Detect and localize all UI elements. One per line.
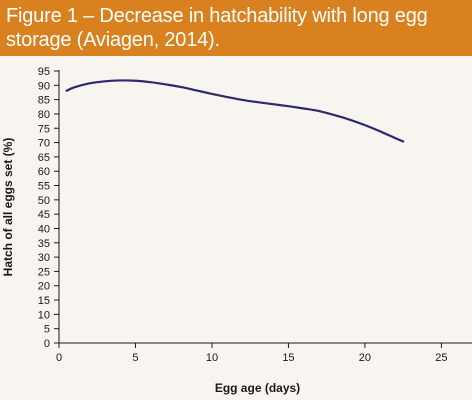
- x-tick-label: 20: [359, 352, 371, 364]
- y-axis-label: Hatch of all eggs set (%): [1, 138, 15, 277]
- figure-title: Figure 1 – Decrease in hatchability with…: [6, 5, 428, 51]
- x-tick-label: 0: [56, 352, 62, 364]
- line-chart: 0 5 10 15 20 25 30 35 40 45 50 55 60 65 70 75 80 85 90 95 0 5…: [1, 66, 472, 395]
- y-tick-label: 85: [38, 95, 50, 107]
- axes-layer: [58, 70, 472, 344]
- y-tick-label: 35: [38, 238, 50, 250]
- y-tick-label: 65: [38, 152, 50, 164]
- x-tick-label: 10: [206, 352, 218, 364]
- y-tick-label: 55: [38, 181, 50, 193]
- y-tick-label: 80: [38, 109, 50, 121]
- ticks-layer: 0 5 10 15 20 25 30 35 40 45 50 55 60 65 70 75 80 85 90 95 0 5…: [38, 66, 448, 364]
- y-tick-label: 0: [44, 338, 50, 350]
- figure-header: Figure 1 – Decrease in hatchability with…: [0, 0, 472, 56]
- series-line: [65, 79, 405, 143]
- y-tick-label: 60: [38, 166, 50, 178]
- x-tick-label: 25: [435, 352, 447, 364]
- y-tick-label: 15: [38, 295, 50, 307]
- y-tick-label: 45: [38, 209, 50, 221]
- x-tick-label: 15: [282, 352, 294, 364]
- y-tick-label: 10: [38, 309, 50, 321]
- y-tick-label: 20: [38, 281, 50, 293]
- series-layer: [65, 79, 405, 143]
- y-tick-label: 70: [38, 138, 50, 150]
- y-tick-label: 95: [38, 66, 50, 78]
- y-tick-label: 40: [38, 223, 50, 235]
- y-tick-label: 75: [38, 123, 50, 135]
- y-tick-label: 30: [38, 252, 50, 264]
- y-tick-label: 25: [38, 266, 50, 278]
- chart-area: 0 5 10 15 20 25 30 35 40 45 50 55 60 65 70 75 80 85 90 95 0 5…: [0, 56, 472, 400]
- y-tick-label: 90: [38, 80, 50, 92]
- x-axis-label: Egg age (days): [215, 381, 300, 395]
- x-tick-label: 5: [132, 352, 138, 364]
- y-tick-label: 5: [44, 324, 50, 336]
- y-tick-label: 50: [38, 195, 50, 207]
